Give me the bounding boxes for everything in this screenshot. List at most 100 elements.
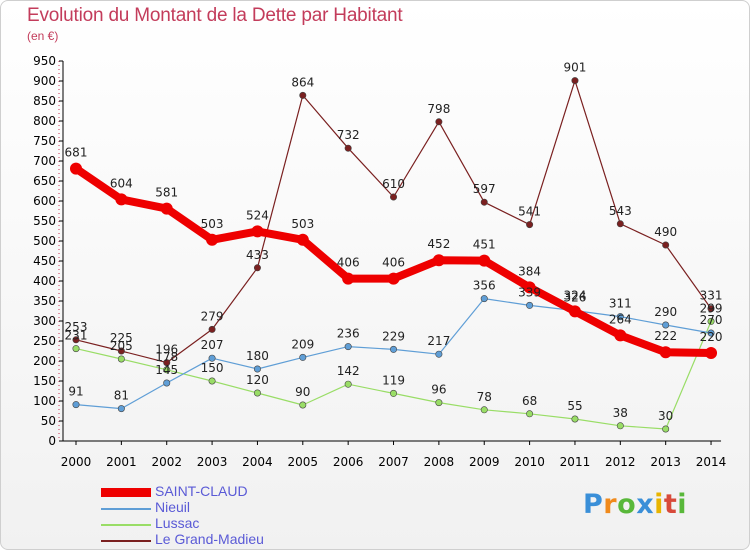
data-label-nieuil-2002: 145 [155,363,178,377]
y-tick-label-600: 600 [33,194,56,208]
data-label-lussac-2002: 178 [155,350,178,364]
data-label-layer: 253 225 196 279 433 864 732 610 798 597 541 901 543 4… [65,61,723,423]
point-saint-claud-2005 [296,233,309,246]
point-lussac-2010 [526,410,534,418]
data-label-nieuil-2013: 290 [654,305,677,319]
chart-title: Evolution du Montant de la Dette par Hab… [27,5,403,26]
data-label-le-grand-madieu-2006: 732 [337,128,360,142]
y-tick-label-450: 450 [33,254,56,268]
x-tick-label-2012: 2012 [605,455,636,469]
legend-item-saint-claud: SAINT-CLAUD [101,483,361,501]
data-label-le-grand-madieu-2012: 543 [609,204,632,218]
data-label-le-grand-madieu-2008: 798 [427,102,450,116]
point-le-grand-madieu-2002 [163,359,171,367]
x-tick-label-2014: 2014 [696,455,727,469]
point-saint-claud-2014 [705,347,718,359]
point-lussac-2001 [117,355,125,363]
point-lussac-2009 [480,406,488,414]
data-label-saint-claud-2011: 324 [564,288,587,302]
logo-letter: o [617,489,637,520]
data-label-nieuil-2011: 326 [564,291,587,305]
logo-letter: i [654,489,664,520]
y-tick-label-700: 700 [33,154,56,168]
point-saint-claud-2006 [342,272,355,285]
point-lussac-2013 [662,425,670,433]
x-tick-label-2003: 2003 [197,455,228,469]
point-lussac-2003 [208,377,216,385]
logo-letter: r [603,489,618,520]
y-tick-label-300: 300 [33,314,56,328]
x-tick-label-2008: 2008 [424,455,455,469]
data-label-le-grand-madieu-2011: 901 [564,61,587,75]
data-label-lussac-2008: 96 [431,383,446,397]
x-tick-label-2002: 2002 [151,455,182,469]
data-label-nieuil-2007: 229 [382,329,405,343]
point-nieuil-2002 [163,379,171,387]
data-label-lussac-2010: 68 [522,394,537,408]
legend-item-lussac: Lussac [101,515,361,533]
logo-letter: i [677,489,688,520]
point-lussac-2004 [253,389,261,397]
data-label-saint-claud-2008: 452 [427,237,450,251]
data-label-nieuil-2004: 180 [246,349,269,363]
logo-letter: P [583,489,604,520]
point-lussac-2005 [299,401,307,409]
data-label-saint-claud-2003: 503 [201,217,224,231]
data-label-saint-claud-2006: 406 [337,256,360,270]
data-label-saint-claud-2012: 264 [609,312,632,326]
x-tick-label-2005: 2005 [288,455,319,469]
x-tick-label-2007: 2007 [378,455,409,469]
y-tick-label-0: 0 [48,434,56,448]
y-tick-label-150: 150 [33,374,56,388]
y-tick-label-400: 400 [33,274,56,288]
point-le-grand-madieu-2005 [299,91,307,99]
point-lussac-2008 [435,399,443,407]
x-tick-label-2006: 2006 [333,455,364,469]
data-label-lussac-2009: 78 [477,390,492,404]
data-label-le-grand-madieu-2007: 610 [382,177,405,191]
legend-swatch-lussac [101,524,151,526]
data-label-lussac-2014: 299 [700,301,723,315]
data-label-le-grand-madieu-2004: 433 [246,248,269,262]
point-lussac-2011 [571,415,579,423]
y-tick-label-500: 500 [33,234,56,248]
point-nieuil-2005 [299,353,307,361]
point-le-grand-madieu-2000 [72,336,80,344]
point-saint-claud-2008 [432,254,445,267]
logo-letter: x [636,489,655,520]
data-label-nieuil-2008: 217 [427,334,450,348]
point-nieuil-2003 [208,354,216,362]
logo-letter: t [663,489,678,520]
data-label-saint-claud-2001: 604 [110,176,133,190]
y-tick-label-900: 900 [33,74,56,88]
point-saint-claud-2011 [568,305,581,318]
data-label-le-grand-madieu-2009: 597 [473,182,496,196]
data-label-saint-claud-2007: 406 [382,256,405,270]
y-tick-label-250: 250 [33,334,56,348]
point-le-grand-madieu-2010 [526,221,534,229]
data-label-lussac-2011: 55 [567,399,582,413]
point-nieuil-2014 [707,329,715,337]
data-label-le-grand-madieu-2013: 490 [654,225,677,239]
data-label-saint-claud-2013: 222 [654,329,677,343]
axes: 0 50 100 150 200 250 300 350 400 450 500 550 600 650 7… [33,54,726,469]
data-label-lussac-2001: 205 [110,339,133,353]
legend-label-nieuil: Nieuil [155,499,191,515]
data-label-le-grand-madieu-2001: 225 [110,331,133,345]
y-tick-label-850: 850 [33,94,56,108]
data-label-lussac-2000: 231 [65,329,88,343]
point-nieuil-2009 [480,295,488,303]
point-saint-claud-2000 [70,162,82,175]
y-tick-label-350: 350 [33,294,56,308]
data-label-le-grand-madieu-2002: 196 [155,343,178,357]
data-label-nieuil-2012: 311 [609,297,632,311]
point-lussac-2007 [390,389,398,397]
point-le-grand-madieu-2006 [344,144,352,152]
point-nieuil-2010 [526,301,534,309]
data-label-lussac-2007: 119 [382,373,405,387]
data-label-nieuil-2009: 356 [473,279,496,293]
data-label-lussac-2006: 142 [337,364,360,378]
x-tick-label-2001: 2001 [106,455,137,469]
chart-unit: (en €) [27,29,59,43]
point-nieuil-2001 [117,405,125,413]
